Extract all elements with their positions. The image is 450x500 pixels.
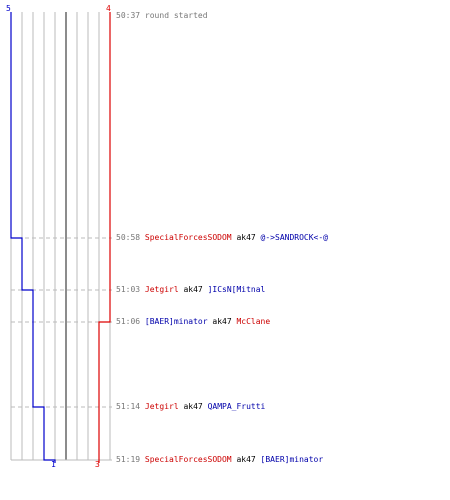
red-team-alive-line [98,12,111,463]
event-time: 50:37 [116,11,141,20]
event-killer: Jetgirl [144,285,179,294]
event-killer: Jetgirl [144,402,179,411]
grid-lines [10,12,111,461]
event-weapon: ak47 [183,285,203,294]
event-row: 50:37 round started [116,11,208,21]
event-weapon: ak47 [183,402,203,411]
blue-team-alive-line [10,12,56,463]
event-row: 50:58 SpecialForcesSODOM ak47 @->SANDROC… [116,233,328,243]
blue-team-start-count: 5 [6,4,11,13]
event-weapon: ak47 [236,233,256,242]
event-killer: SpecialForcesSODOM [144,233,232,242]
event-row: 51:19 SpecialForcesSODOM ak47 [BAER]mina… [116,455,323,465]
event-victim: [BAER]minator [260,455,324,464]
event-weapon: ak47 [212,317,232,326]
event-text: round started [144,11,208,20]
red-team-end-count: 3 [95,460,100,469]
event-victim: McClane [236,317,271,326]
event-time: 51:14 [116,402,141,411]
blue-team-end-count: 1 [51,460,56,469]
event-killer: SpecialForcesSODOM [144,455,232,464]
red-team-start-count: 4 [106,4,111,13]
event-victim: ]ICsN[Mitnal [207,285,266,294]
event-time: 51:19 [116,455,141,464]
event-killer: [BAER]minator [144,317,208,326]
event-weapon: ak47 [236,455,256,464]
event-victim: @->SANDROCK<-@ [260,233,328,242]
event-time: 50:58 [116,233,141,242]
event-row: 51:06 [BAER]minator ak47 McClane [116,317,270,327]
team-step-lines [10,12,111,463]
event-row: 51:03 Jetgirl ak47 ]ICsN[Mitnal [116,285,265,295]
event-time: 51:03 [116,285,141,294]
event-victim: QAMPA_Frutti [207,402,266,411]
event-row: 51:14 Jetgirl ak47 QAMPA_Frutti [116,402,265,412]
event-time: 51:06 [116,317,141,326]
event-dash-lines [11,237,112,461]
